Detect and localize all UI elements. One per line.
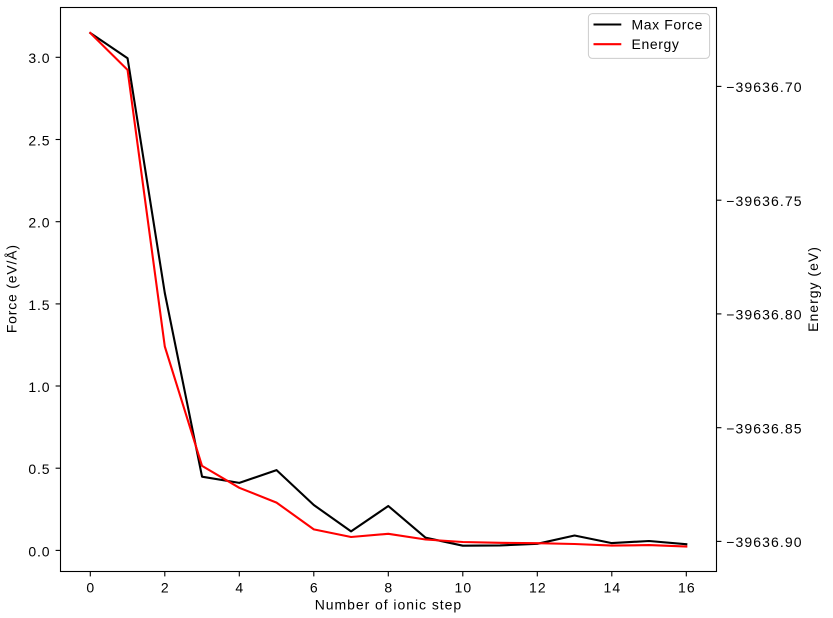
svg-text:2: 2 (161, 579, 169, 595)
svg-text:Energy: Energy (632, 36, 680, 52)
svg-text:16: 16 (678, 579, 696, 595)
svg-text:−39636.90: −39636.90 (726, 534, 802, 550)
svg-text:−39636.75: −39636.75 (726, 193, 802, 209)
svg-text:2.5: 2.5 (28, 132, 50, 148)
svg-text:8: 8 (384, 579, 392, 595)
svg-text:−39636.80: −39636.80 (726, 307, 802, 323)
svg-text:Energy (eV): Energy (eV) (805, 246, 821, 332)
svg-text:12: 12 (529, 579, 547, 595)
svg-text:−39636.85: −39636.85 (726, 420, 802, 436)
svg-text:10: 10 (454, 579, 472, 595)
svg-text:0.0: 0.0 (28, 543, 50, 559)
svg-text:6: 6 (310, 579, 318, 595)
svg-text:1.5: 1.5 (28, 297, 50, 313)
svg-text:1.0: 1.0 (28, 379, 50, 395)
svg-text:3.0: 3.0 (28, 50, 50, 66)
svg-text:Number of ionic step: Number of ionic step (315, 597, 462, 613)
svg-text:Max Force: Max Force (632, 17, 704, 33)
svg-text:0.5: 0.5 (28, 461, 50, 477)
svg-text:−39636.70: −39636.70 (726, 79, 802, 95)
svg-text:Force (eV/Å): Force (eV/Å) (4, 244, 20, 333)
svg-text:0: 0 (86, 579, 94, 595)
svg-text:2.0: 2.0 (28, 215, 50, 231)
svg-text:4: 4 (235, 579, 243, 595)
svg-text:14: 14 (603, 579, 621, 595)
